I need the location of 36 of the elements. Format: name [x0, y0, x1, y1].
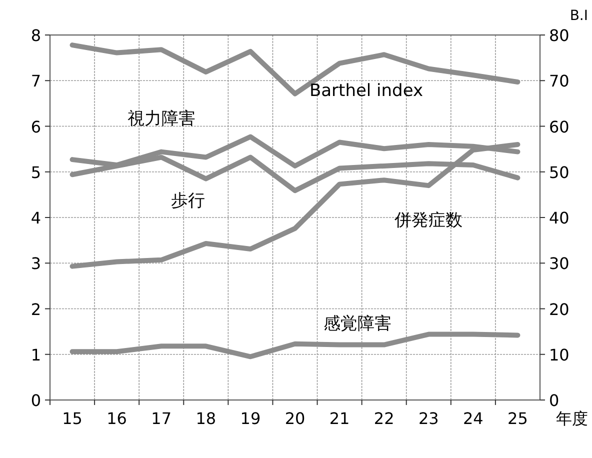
- x-tick-label: 16: [106, 409, 127, 428]
- x-tick-label: 18: [196, 409, 216, 428]
- x-axis-title: 年度: [556, 409, 588, 428]
- y-tick-label: 4: [30, 208, 41, 228]
- x-tick-label: 21: [329, 409, 350, 428]
- x-tick-label: 17: [151, 409, 172, 428]
- y2-tick-label: 60: [549, 117, 570, 136]
- y-tick-label: 2: [30, 300, 41, 319]
- y-tick-label: 1: [30, 345, 41, 364]
- y2-tick-label: 0: [549, 391, 560, 410]
- series-label: 併発症数: [394, 210, 463, 231]
- x-tick-label: 25: [508, 409, 528, 428]
- y2-tick-label: 30: [549, 254, 570, 274]
- y-tick-label: 5: [30, 162, 41, 182]
- x-tick-label: 15: [62, 409, 82, 428]
- y-tick-label: 8: [30, 26, 41, 45]
- x-tick-label: 24: [463, 409, 484, 428]
- series-label: 視力障害: [127, 108, 196, 129]
- y2-tick-label: 50: [549, 162, 570, 182]
- y-tick-label: 7: [30, 72, 41, 91]
- y2-tick-label: 40: [549, 208, 570, 228]
- y2-tick-label: 80: [549, 26, 570, 45]
- x-tick-label: 23: [418, 409, 439, 428]
- y-tick-label: 6: [30, 117, 41, 136]
- y2-tick-label: 10: [549, 345, 570, 364]
- series-label: Barthel index: [309, 81, 424, 102]
- y-tick-label: 3: [30, 254, 41, 274]
- x-tick-label: 19: [240, 409, 261, 428]
- series-label: 感覚障害: [323, 314, 392, 334]
- y2-axis-title: B.I: [570, 8, 588, 24]
- series-label: 歩行: [171, 191, 206, 212]
- y-tick-label: 0: [30, 391, 41, 410]
- y2-tick-label: 70: [549, 72, 570, 91]
- x-tick-label: 22: [374, 409, 394, 428]
- x-tick-label: 20: [284, 409, 306, 428]
- y2-tick-label: 20: [549, 300, 570, 319]
